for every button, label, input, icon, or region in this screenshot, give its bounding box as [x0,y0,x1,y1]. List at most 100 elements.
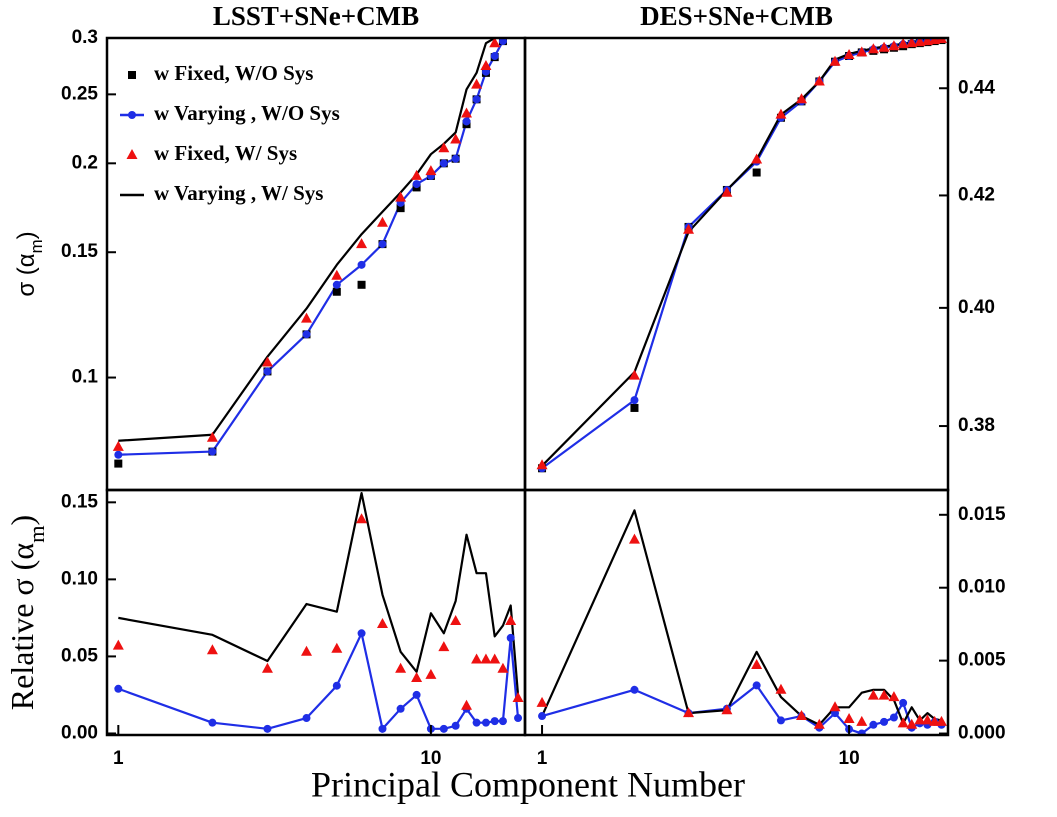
panel-title: LSST+SNe+CMB [213,1,419,31]
circle-marker [439,724,448,733]
triangle-marker [471,78,483,89]
triangle-marker [356,513,368,524]
triangle-marker [721,186,733,197]
square-marker [630,403,639,412]
triangle-marker [878,689,890,700]
y-tick-label: 0.38 [958,415,995,436]
triangle-marker [683,707,695,718]
triangle-marker [856,46,868,57]
y-axis-label-part: m [27,239,46,253]
y-axis-label-part: ) [13,231,40,239]
triangle-marker [438,142,450,153]
triangle-marker [888,40,900,51]
triangle-marker [450,133,462,144]
circle-marker [857,729,866,735]
square-marker [752,168,761,177]
square-marker [332,287,341,296]
circle-marker [378,724,387,733]
circle-marker [302,330,311,339]
circle-marker [439,159,448,168]
triangle-marker [751,153,763,164]
circle-marker [412,690,421,699]
circle-marker [472,718,481,727]
y-axis-label-part: ) [4,515,40,526]
triangle-marker [536,459,548,470]
circle-marker [498,38,507,46]
legend-marker [126,149,138,159]
y-tick-label: 0.25 [61,83,98,104]
triangle-marker [628,369,640,380]
plot-area [112,491,524,733]
circle-marker [752,681,761,690]
triangle-marker [829,701,841,712]
triangle-marker [331,642,343,653]
circle-marker [302,714,311,723]
circle-marker [396,704,405,713]
triangle-marker [536,696,548,707]
x-tick-label: 1 [537,748,548,769]
circle-marker [378,240,387,249]
triangle-marker [505,614,517,625]
axes-frame [523,488,950,737]
triangle-marker [775,108,787,119]
y-tick-label: 0.05 [61,645,98,666]
triangle-marker [935,38,947,44]
triangle-marker [829,55,841,66]
triangle-marker [813,75,825,86]
circle-marker [263,367,272,376]
circle-marker [506,633,515,642]
y-tick-label: 0.015 [958,504,1006,525]
triangle-marker [914,714,926,725]
triangle-marker [775,683,787,694]
triangle-marker [888,691,900,702]
triangle-marker [411,671,423,682]
axes-frame [105,488,527,737]
y-tick-label: 0.000 [958,723,1006,744]
triangle-marker [843,48,855,59]
circle-marker [412,180,421,189]
plot-area [112,38,507,468]
y-axis-label-part: Relative σ (α [4,543,40,711]
legend-marker [128,111,136,119]
circle-marker [899,698,908,707]
triangle-marker [480,653,492,664]
y-tick-label: 0.44 [958,77,995,98]
series-line [117,632,520,730]
triangle-marker [497,662,509,673]
circle-marker [332,681,341,690]
triangle-marker [356,238,368,249]
triangle-marker [906,718,918,729]
panel-title: DES+SNe+CMB [640,1,833,31]
triangle-marker [489,38,501,48]
y-tick-label: 0.42 [958,184,995,205]
circle-marker [869,720,878,729]
circle-marker [481,718,490,727]
circle-marker [357,629,366,638]
y-axis-label: Relative σ (αm) [4,515,48,710]
triangle-marker [261,662,273,673]
triangle-marker [395,191,407,202]
circle-marker [776,716,785,725]
triangle-marker [480,60,492,71]
series-line [541,38,942,467]
y-axis-label-part: m [24,525,49,543]
triangle-marker [411,169,423,180]
triangle-marker [721,704,733,715]
triangle-marker [856,715,868,726]
y-axis-label-part: σ (α [13,253,40,296]
x-axis-label: Principal Component Number [311,764,745,804]
triangle-marker [796,710,808,721]
series-line [118,491,520,696]
circle-marker [630,396,639,405]
legend-label: w Fixed, W/ Sys [154,141,297,165]
circle-marker [451,721,460,730]
circle-marker [490,717,499,726]
triangle-marker [206,431,218,442]
circle-marker [451,154,460,163]
triangle-marker [425,165,437,176]
triangle-marker [301,312,313,323]
circle-marker [357,260,366,269]
triangle-marker [683,223,695,234]
circle-marker [538,712,547,721]
legend-label: w Varying , W/ Sys [154,181,323,205]
